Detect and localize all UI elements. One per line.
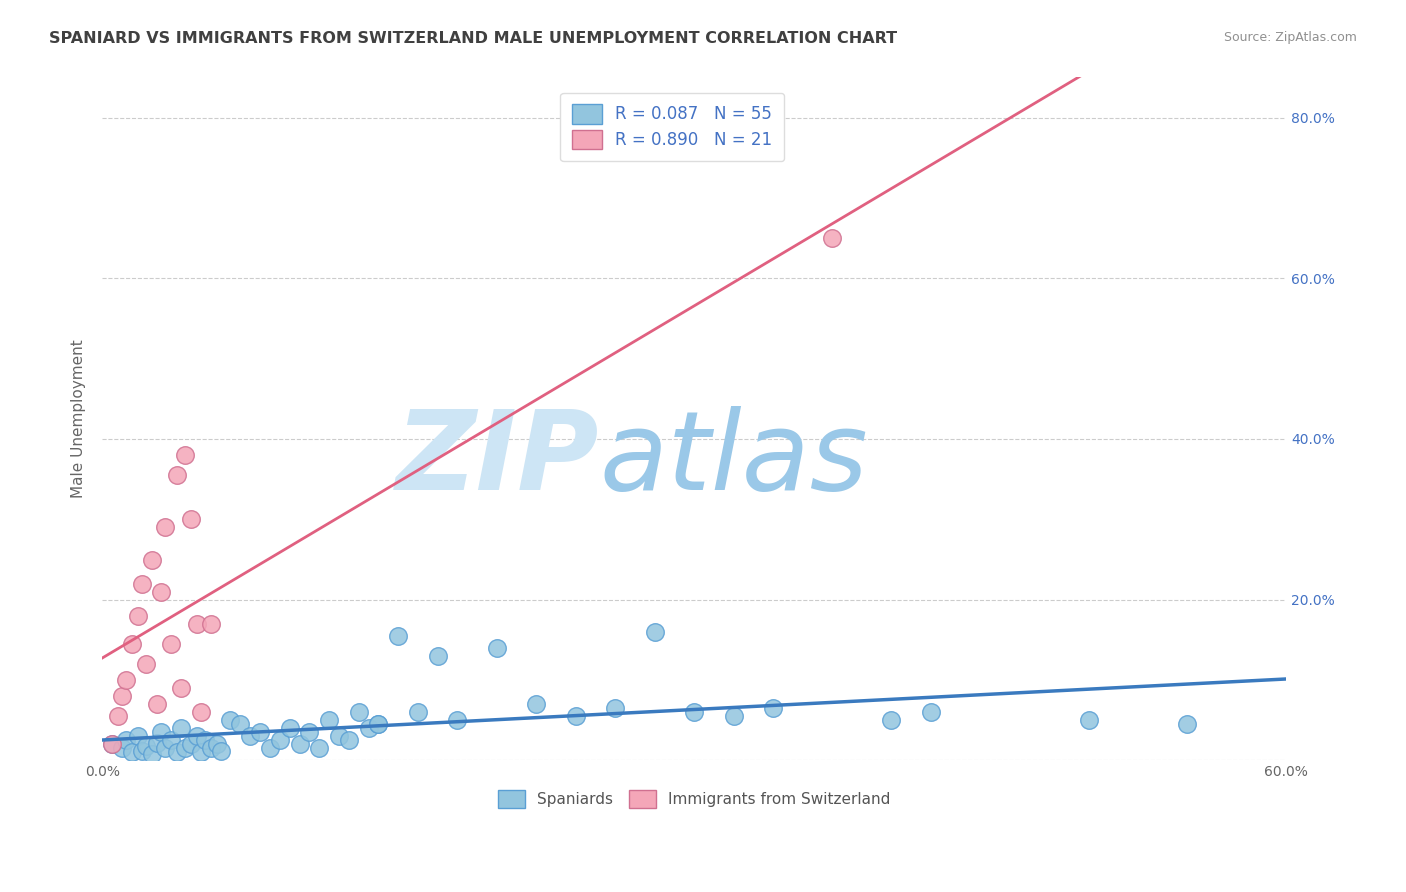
Point xyxy=(564,709,586,723)
Point xyxy=(239,729,262,743)
Point xyxy=(127,608,149,623)
Point xyxy=(1177,717,1199,731)
Point xyxy=(209,744,232,758)
Point xyxy=(298,725,321,739)
Text: Source: ZipAtlas.com: Source: ZipAtlas.com xyxy=(1223,31,1357,45)
Point xyxy=(357,721,380,735)
Point xyxy=(160,637,183,651)
Point xyxy=(821,231,844,245)
Point xyxy=(150,584,173,599)
Point xyxy=(200,741,222,756)
Point xyxy=(141,747,163,761)
Point xyxy=(683,705,706,719)
Point xyxy=(111,741,134,756)
Text: ZIP: ZIP xyxy=(396,407,599,514)
Point xyxy=(200,616,222,631)
Point xyxy=(131,744,153,758)
Point xyxy=(107,709,129,723)
Point xyxy=(115,673,138,687)
Point xyxy=(101,737,124,751)
Point xyxy=(337,733,360,747)
Point xyxy=(426,648,449,663)
Point xyxy=(219,713,242,727)
Point xyxy=(170,681,193,695)
Point xyxy=(605,701,627,715)
Point xyxy=(180,512,202,526)
Point xyxy=(186,616,208,631)
Point xyxy=(524,697,547,711)
Point xyxy=(186,729,208,743)
Point xyxy=(1077,713,1099,727)
Legend: Spaniards, Immigrants from Switzerland: Spaniards, Immigrants from Switzerland xyxy=(492,784,897,814)
Point xyxy=(269,733,291,747)
Point xyxy=(249,725,271,739)
Point xyxy=(229,717,252,731)
Point xyxy=(259,741,281,756)
Point xyxy=(166,468,188,483)
Point xyxy=(485,640,508,655)
Point xyxy=(135,657,157,671)
Y-axis label: Male Unemployment: Male Unemployment xyxy=(72,340,86,499)
Point xyxy=(308,741,330,756)
Point xyxy=(115,733,138,747)
Text: SPANIARD VS IMMIGRANTS FROM SWITZERLAND MALE UNEMPLOYMENT CORRELATION CHART: SPANIARD VS IMMIGRANTS FROM SWITZERLAND … xyxy=(49,31,897,46)
Point xyxy=(318,713,340,727)
Point xyxy=(446,713,468,727)
Point xyxy=(644,624,666,639)
Point xyxy=(170,721,193,735)
Point xyxy=(180,737,202,751)
Point xyxy=(190,745,212,759)
Point xyxy=(160,733,183,747)
Point xyxy=(723,709,745,723)
Point xyxy=(111,689,134,703)
Point xyxy=(762,701,785,715)
Point xyxy=(141,552,163,566)
Point xyxy=(155,741,177,756)
Point xyxy=(174,448,197,462)
Point xyxy=(278,721,301,735)
Point xyxy=(347,705,370,719)
Point xyxy=(288,737,311,751)
Point xyxy=(166,745,188,759)
Point xyxy=(205,737,228,751)
Point xyxy=(920,705,942,719)
Text: atlas: atlas xyxy=(599,407,868,514)
Point xyxy=(121,637,143,651)
Point xyxy=(174,741,197,756)
Point xyxy=(328,729,350,743)
Point xyxy=(121,745,143,759)
Point xyxy=(146,736,169,750)
Point xyxy=(101,737,124,751)
Point xyxy=(135,739,157,753)
Point xyxy=(155,520,177,534)
Point xyxy=(150,725,173,739)
Point xyxy=(406,705,429,719)
Point xyxy=(194,733,217,747)
Point xyxy=(880,713,903,727)
Point xyxy=(146,697,169,711)
Point xyxy=(127,729,149,743)
Point xyxy=(387,629,409,643)
Point xyxy=(367,717,389,731)
Point xyxy=(131,576,153,591)
Point xyxy=(190,705,212,719)
Point xyxy=(367,717,389,731)
